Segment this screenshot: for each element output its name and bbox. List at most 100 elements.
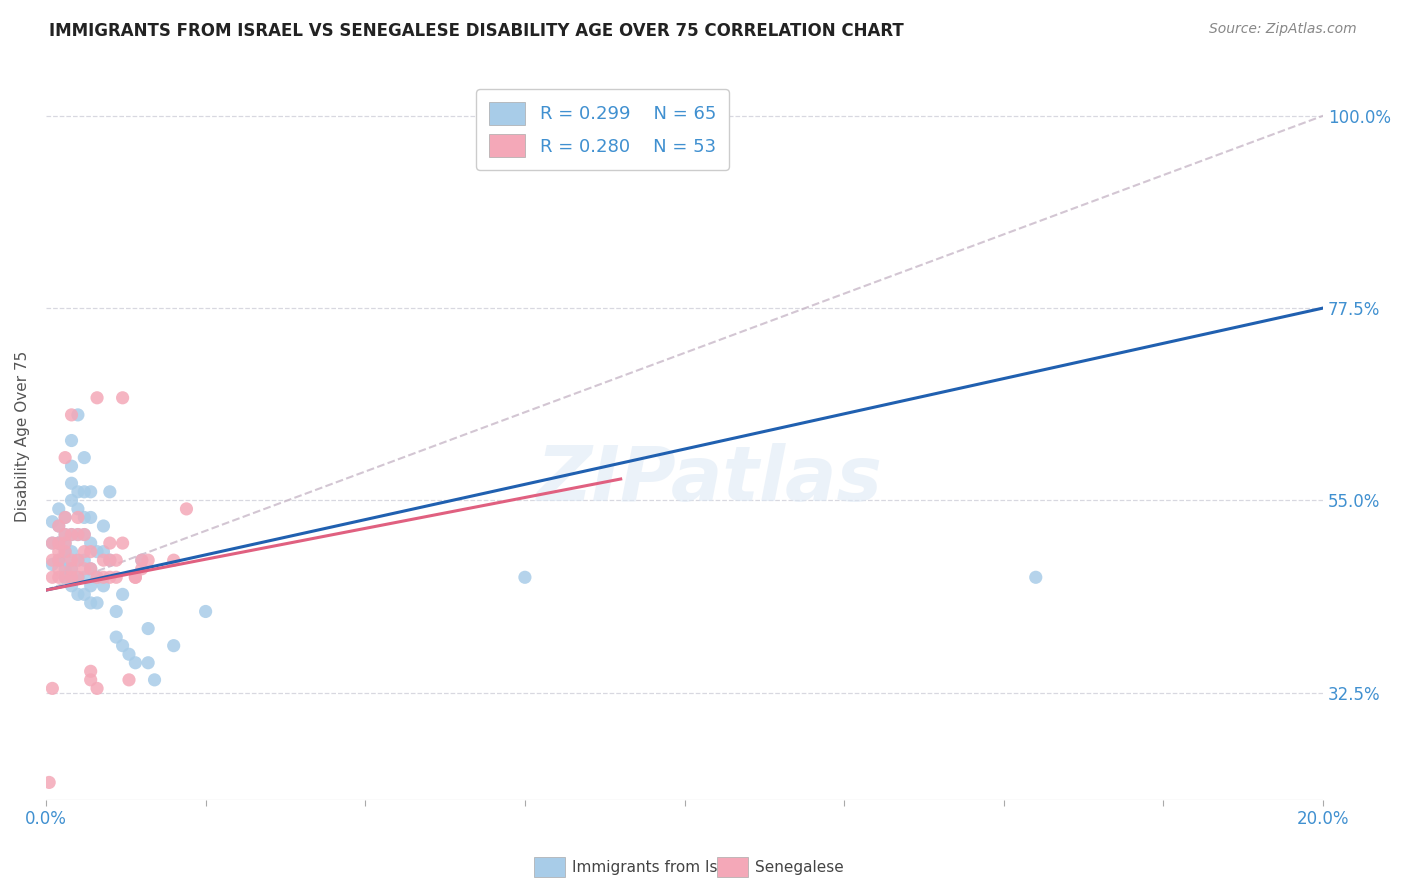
Point xyxy=(53,536,76,550)
Point xyxy=(60,434,83,448)
Point xyxy=(73,527,96,541)
Point xyxy=(131,562,153,576)
Point xyxy=(48,536,70,550)
Point xyxy=(66,553,89,567)
Point xyxy=(111,639,134,653)
Point xyxy=(60,476,83,491)
Point xyxy=(60,408,83,422)
Point xyxy=(163,639,186,653)
Point xyxy=(194,605,217,619)
Point xyxy=(1025,570,1047,584)
Point xyxy=(66,510,89,524)
Point xyxy=(86,391,108,405)
Point xyxy=(86,596,108,610)
Point xyxy=(93,519,115,533)
Point xyxy=(79,562,101,576)
Point xyxy=(73,450,96,465)
Point xyxy=(66,553,89,567)
Point xyxy=(48,553,70,567)
Point xyxy=(53,510,76,524)
Point xyxy=(48,562,70,576)
Point xyxy=(86,544,108,558)
Point xyxy=(48,519,70,533)
Point xyxy=(60,527,83,541)
Point xyxy=(79,579,101,593)
Point xyxy=(60,493,83,508)
Point xyxy=(73,587,96,601)
Point xyxy=(53,544,76,558)
Point xyxy=(48,570,70,584)
Point xyxy=(118,647,141,661)
Point xyxy=(41,536,63,550)
Point xyxy=(53,553,76,567)
Point xyxy=(73,527,96,541)
Point xyxy=(118,673,141,687)
Point xyxy=(98,553,121,567)
Point xyxy=(48,536,70,550)
Point xyxy=(111,587,134,601)
Point xyxy=(131,553,153,567)
Text: Immigrants from Israel: Immigrants from Israel xyxy=(572,861,747,875)
Point xyxy=(48,502,70,516)
Point xyxy=(124,570,146,584)
Point xyxy=(98,553,121,567)
Point xyxy=(131,553,153,567)
Point xyxy=(176,502,198,516)
Point xyxy=(53,527,76,541)
Point xyxy=(66,527,89,541)
Point xyxy=(60,553,83,567)
Point xyxy=(105,630,128,644)
Point xyxy=(60,570,83,584)
Point xyxy=(41,681,63,696)
Point xyxy=(79,510,101,524)
Point xyxy=(73,484,96,499)
Point xyxy=(53,536,76,550)
Point xyxy=(79,562,101,576)
Point xyxy=(105,553,128,567)
Point xyxy=(98,570,121,584)
Point xyxy=(124,656,146,670)
Point xyxy=(41,570,63,584)
Point xyxy=(53,527,76,541)
Point xyxy=(93,579,115,593)
Legend: R = 0.299    N = 65, R = 0.280    N = 53: R = 0.299 N = 65, R = 0.280 N = 53 xyxy=(477,89,728,170)
Point xyxy=(48,553,70,567)
Point xyxy=(79,673,101,687)
Point xyxy=(53,510,76,524)
Point xyxy=(66,502,89,516)
Point xyxy=(53,562,76,576)
Point xyxy=(53,450,76,465)
Point xyxy=(111,391,134,405)
Point xyxy=(66,484,89,499)
Point xyxy=(79,536,101,550)
Point xyxy=(53,570,76,584)
Point xyxy=(79,665,101,679)
Point xyxy=(48,544,70,558)
Point xyxy=(41,558,63,572)
Point xyxy=(136,656,159,670)
Point xyxy=(136,622,159,636)
Point xyxy=(111,536,134,550)
Point xyxy=(66,587,89,601)
Point xyxy=(93,553,115,567)
Point xyxy=(143,673,166,687)
Point xyxy=(60,562,83,576)
Point xyxy=(105,605,128,619)
Point xyxy=(73,544,96,558)
Point xyxy=(60,579,83,593)
Point xyxy=(79,544,101,558)
Point xyxy=(73,553,96,567)
Point xyxy=(98,536,121,550)
Text: Senegalese: Senegalese xyxy=(755,861,844,875)
Point xyxy=(66,570,89,584)
Point xyxy=(93,570,115,584)
Point xyxy=(60,459,83,474)
Point xyxy=(60,544,83,558)
Text: ZIPatlas: ZIPatlas xyxy=(537,442,883,516)
Point xyxy=(60,527,83,541)
Point xyxy=(124,570,146,584)
Point xyxy=(163,553,186,567)
Point xyxy=(79,484,101,499)
Point xyxy=(41,536,63,550)
Point xyxy=(98,484,121,499)
